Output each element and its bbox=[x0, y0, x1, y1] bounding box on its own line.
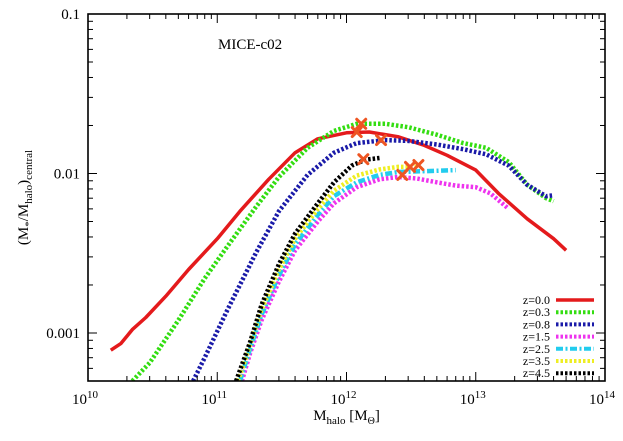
series-line-z=4.5 bbox=[233, 155, 380, 381]
x-tick-label: 1011 bbox=[201, 389, 227, 408]
x-marker bbox=[357, 153, 370, 166]
series-line-z=2.5 bbox=[237, 167, 456, 381]
legend: z=0.0z=0.3z=0.8z=1.5z=2.5z=3.5z=4.5 bbox=[523, 293, 594, 380]
series-line-z=0.3 bbox=[130, 121, 555, 381]
legend-label: z=0.3 bbox=[523, 305, 550, 319]
x-marker-stroke bbox=[375, 134, 388, 147]
x-marker bbox=[412, 159, 425, 172]
legend-label: z=1.5 bbox=[523, 330, 550, 344]
legend-label: z=4.5 bbox=[523, 366, 550, 380]
series-line-z=0.8 bbox=[191, 137, 554, 381]
x-tick-label: 1010 bbox=[72, 389, 99, 408]
x-marker-stroke bbox=[355, 117, 368, 130]
y-tick-label: 0.1 bbox=[61, 7, 80, 23]
axes-layer: 1010 1011 1012 1013 1014 0.001 0.01 0.1 Mhalo [M… bbox=[16, 7, 616, 427]
series-layer bbox=[109, 121, 568, 381]
label-layer: MICE-c02 bbox=[218, 37, 282, 53]
series-line-z=0.0 bbox=[109, 130, 568, 352]
x-tick-label: 1012 bbox=[331, 389, 357, 408]
x-marker bbox=[350, 126, 363, 139]
x-tick-label: 1014 bbox=[589, 389, 616, 408]
legend-label: z=3.5 bbox=[523, 354, 550, 368]
legend-label: z=0.8 bbox=[523, 317, 550, 331]
x-marker-stroke bbox=[412, 159, 425, 172]
y-axis-label: (M*/Mhalo)central bbox=[16, 150, 35, 245]
x-marker-stroke bbox=[404, 160, 417, 173]
x-marker-stroke bbox=[350, 126, 363, 139]
marker-layer bbox=[350, 117, 425, 181]
x-tick-label: 1013 bbox=[460, 389, 487, 408]
y-tick-label: 0.01 bbox=[54, 166, 80, 182]
x-marker bbox=[355, 117, 368, 130]
chart-annotation: MICE-c02 bbox=[218, 37, 282, 53]
x-marker-stroke bbox=[357, 153, 370, 166]
y-tick-label: 0.001 bbox=[46, 326, 80, 342]
legend-label: z=0.0 bbox=[523, 293, 550, 307]
legend-label: z=2.5 bbox=[523, 342, 550, 356]
x-axis-label: Mhalo [MΘ] bbox=[313, 408, 380, 427]
x-marker bbox=[375, 134, 388, 147]
series-line-z=3.5 bbox=[235, 164, 417, 381]
